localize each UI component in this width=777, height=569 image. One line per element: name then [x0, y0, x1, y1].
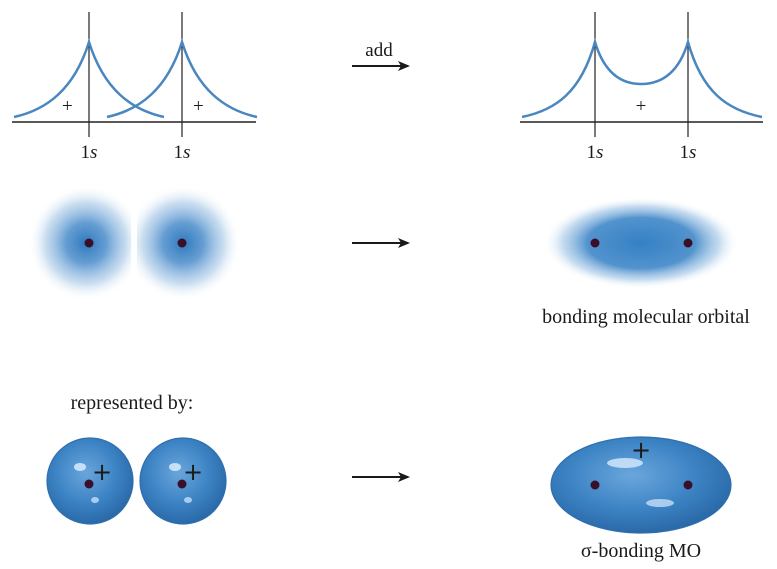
orbital-label-right: 1s [174, 142, 191, 164]
sphere-highlight [184, 497, 192, 503]
nucleus-dot [177, 479, 187, 489]
orbital-label-symbol: s [90, 142, 98, 163]
bonding-mo-caption: bonding molecular orbital [542, 306, 750, 328]
orbital-label-left: 1s [587, 142, 604, 164]
nucleus-dot [84, 479, 94, 489]
molecular-orbital-cloud [543, 197, 739, 289]
orbital-label-number: 1 [80, 142, 91, 163]
sphere-highlight [169, 463, 181, 471]
orbital-label-symbol: s [689, 142, 697, 163]
add-operation-label: add [365, 40, 393, 61]
nucleus-dot [683, 480, 693, 490]
wavefunction-curve-right [106, 37, 258, 119]
orbital-label-left: 1s [81, 142, 98, 164]
phase-sign-right: + [193, 96, 204, 117]
sphere-highlight [74, 463, 86, 471]
node-gap [131, 180, 137, 310]
phase-sign-left: + [62, 96, 73, 117]
atomic-orbital-spheres [46, 437, 227, 525]
phase-sign-bonding: + [635, 96, 647, 117]
orbital-label-number: 1 [679, 142, 690, 163]
sigma-bonding-mo-caption: σ-bonding MO [580, 540, 702, 562]
two-1s-wavefunctions-plot [12, 12, 258, 137]
nucleus-dot [590, 238, 600, 248]
summed-wavefunction-plot [520, 12, 763, 137]
orbital-label-symbol: s [596, 142, 604, 163]
ellipsoid-highlight [646, 499, 674, 507]
mo-phase-sign: + [630, 436, 652, 464]
bonding-mo-cloud [543, 197, 739, 289]
atomic-orbital-clouds [28, 180, 241, 310]
nucleus-dot [177, 238, 187, 248]
nucleus-dot [590, 480, 600, 490]
orbital-label-right: 1s [680, 142, 697, 164]
ellipsoid-highlight [607, 458, 643, 468]
sphere-highlight [91, 497, 99, 503]
sphere-phase-sign-left: + [91, 458, 113, 486]
sigma-bonding-mo-ellipsoid [550, 436, 732, 534]
orbital-label-number: 1 [173, 142, 184, 163]
orbital-label-symbol: s [183, 142, 191, 163]
nucleus-dot [84, 238, 94, 248]
represented-by-label: represented by: [70, 392, 194, 414]
sphere-phase-sign-right: + [182, 458, 204, 486]
nucleus-dot [683, 238, 693, 248]
orbital-label-number: 1 [586, 142, 597, 163]
sigma-mo-ellipsoid [550, 436, 732, 534]
bonding-wavefunction-curve [521, 37, 763, 119]
